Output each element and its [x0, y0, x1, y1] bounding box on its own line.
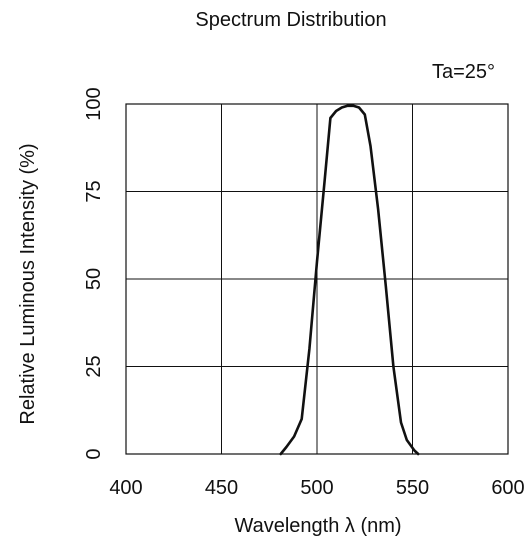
plot-frame [125, 103, 509, 455]
y-tick-label: 75 [83, 180, 105, 202]
spectrum-curve [279, 104, 420, 456]
x-tick-label: 450 [205, 477, 238, 499]
y-tick-label: 25 [83, 355, 105, 377]
chart-title: Spectrum Distribution [195, 9, 386, 31]
y-axis-label: Relative Luminous Intensity (%) [17, 143, 39, 424]
y-tick-label: 100 [83, 87, 105, 120]
grid [126, 104, 508, 454]
tick-labels: 400 450 500 550 600 0 25 50 75 100 [83, 87, 525, 499]
x-tick-label: 400 [109, 477, 142, 499]
x-tick-label: 600 [491, 477, 524, 499]
chart-annotation: Ta=25° [432, 61, 495, 83]
y-tick-label: 50 [83, 268, 105, 290]
y-tick-label: 0 [83, 448, 105, 459]
x-tick-label: 500 [300, 477, 333, 499]
x-axis-label: Wavelength λ (nm) [234, 515, 401, 537]
x-tick-label: 550 [396, 477, 429, 499]
